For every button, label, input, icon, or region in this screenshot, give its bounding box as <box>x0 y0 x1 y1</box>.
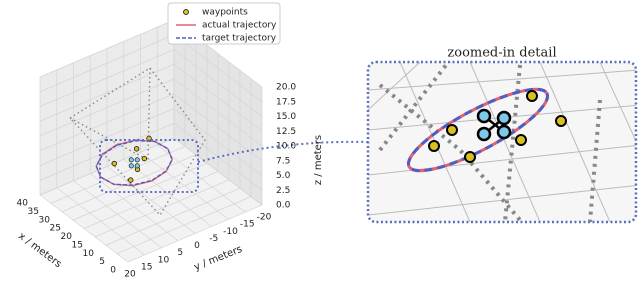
waypoint <box>141 155 147 162</box>
y-tick-label: 5 <box>177 248 183 258</box>
z-tick-label: 15.0 <box>276 112 296 122</box>
trajectory <box>95 139 173 186</box>
waypoint <box>111 160 117 167</box>
z-tick-label: 10.0 <box>276 142 296 152</box>
y-tick-label: -15 <box>240 220 255 230</box>
y-grid-floor <box>56 187 145 256</box>
drone <box>128 157 140 169</box>
camera-frustum <box>69 67 206 217</box>
x-tick-label: 40 <box>17 199 29 209</box>
z-grid-back <box>173 34 263 103</box>
frustum-edge <box>147 67 151 161</box>
y-axis-label: y / meters <box>193 244 244 273</box>
y-tick-label: -10 <box>223 227 238 237</box>
y-grid-floor <box>39 194 129 263</box>
y-tick-label: -5 <box>209 234 218 244</box>
x-tick-label: 25 <box>50 224 61 234</box>
plot-area <box>95 135 173 187</box>
legend: waypoints actual trajectory target traject… <box>167 2 281 45</box>
z-grid-left <box>39 49 175 107</box>
rotor <box>128 157 134 163</box>
y-tick-label: 10 <box>158 255 170 265</box>
z-grid-left <box>39 63 175 122</box>
legend-label: waypoints <box>202 8 248 18</box>
z-grid-left <box>39 93 175 152</box>
frustum-edge <box>69 117 149 161</box>
inset-drone <box>476 108 512 142</box>
y-tick-label: 15 <box>141 262 152 272</box>
z-tick-label: 7.5 <box>276 156 290 166</box>
z-tick-label: 5.0 <box>276 171 291 181</box>
grid <box>39 19 263 263</box>
z-grid-left <box>39 78 175 137</box>
y-tick-label: 20 <box>124 270 136 280</box>
legend-swatch <box>183 9 189 15</box>
x-tick-label: 35 <box>28 207 39 217</box>
y-tick-label: 0 <box>194 241 200 251</box>
z-axis-label: z / meters <box>313 135 324 185</box>
z-tick-label: 0.0 <box>276 201 291 211</box>
z-grid-left <box>39 19 175 78</box>
rotor <box>134 157 140 163</box>
x-axis-label: x / meters <box>16 231 63 270</box>
z-grid-back <box>173 93 263 162</box>
inset-content <box>368 62 636 222</box>
inset-waypoints <box>428 90 567 163</box>
z-tick-label: 12.5 <box>276 127 296 137</box>
z-grid-back <box>173 78 263 147</box>
x-tick-label: 10 <box>83 249 95 259</box>
zoom-connector <box>197 140 369 163</box>
waypoint <box>128 177 134 183</box>
x-tick-label: 30 <box>39 215 51 225</box>
z-grid-back <box>173 49 263 117</box>
z-tick-label: 17.5 <box>276 97 296 107</box>
inset-target <box>406 87 550 173</box>
z-grid-back <box>173 137 263 206</box>
y-grid-floor <box>73 180 162 249</box>
rotor <box>128 163 134 169</box>
inset: zoomed-in detail <box>366 46 638 224</box>
y-grid-floor <box>106 166 196 234</box>
legend-box <box>167 2 281 45</box>
z-tick-label: 2.5 <box>276 186 290 196</box>
z-grid-left <box>39 137 175 196</box>
legend-label: actual trajectory <box>202 21 277 31</box>
x-tick-label: 5 <box>99 257 105 267</box>
z-tick-label: 20.0 <box>276 83 296 93</box>
x-tick-label: 0 <box>110 266 116 276</box>
y-grid-floor <box>90 173 179 241</box>
frustum-edge <box>69 67 206 217</box>
x-tick-label: 15 <box>72 240 83 250</box>
inset-title: zoomed-in detail <box>447 46 556 61</box>
z-grid-left <box>39 34 175 93</box>
z-grid-left <box>39 108 175 166</box>
y-grid-floor <box>157 144 246 213</box>
legend-label: target trajectory <box>202 34 277 44</box>
z-grid-back <box>173 63 263 132</box>
inset-frame <box>366 60 638 224</box>
x-tick-label: 20 <box>61 232 73 242</box>
y-tick-label: -20 <box>257 213 272 223</box>
y-grid-floor <box>140 151 229 220</box>
waypoint <box>133 146 140 152</box>
inset-bg <box>368 62 636 222</box>
rotor <box>134 163 140 169</box>
